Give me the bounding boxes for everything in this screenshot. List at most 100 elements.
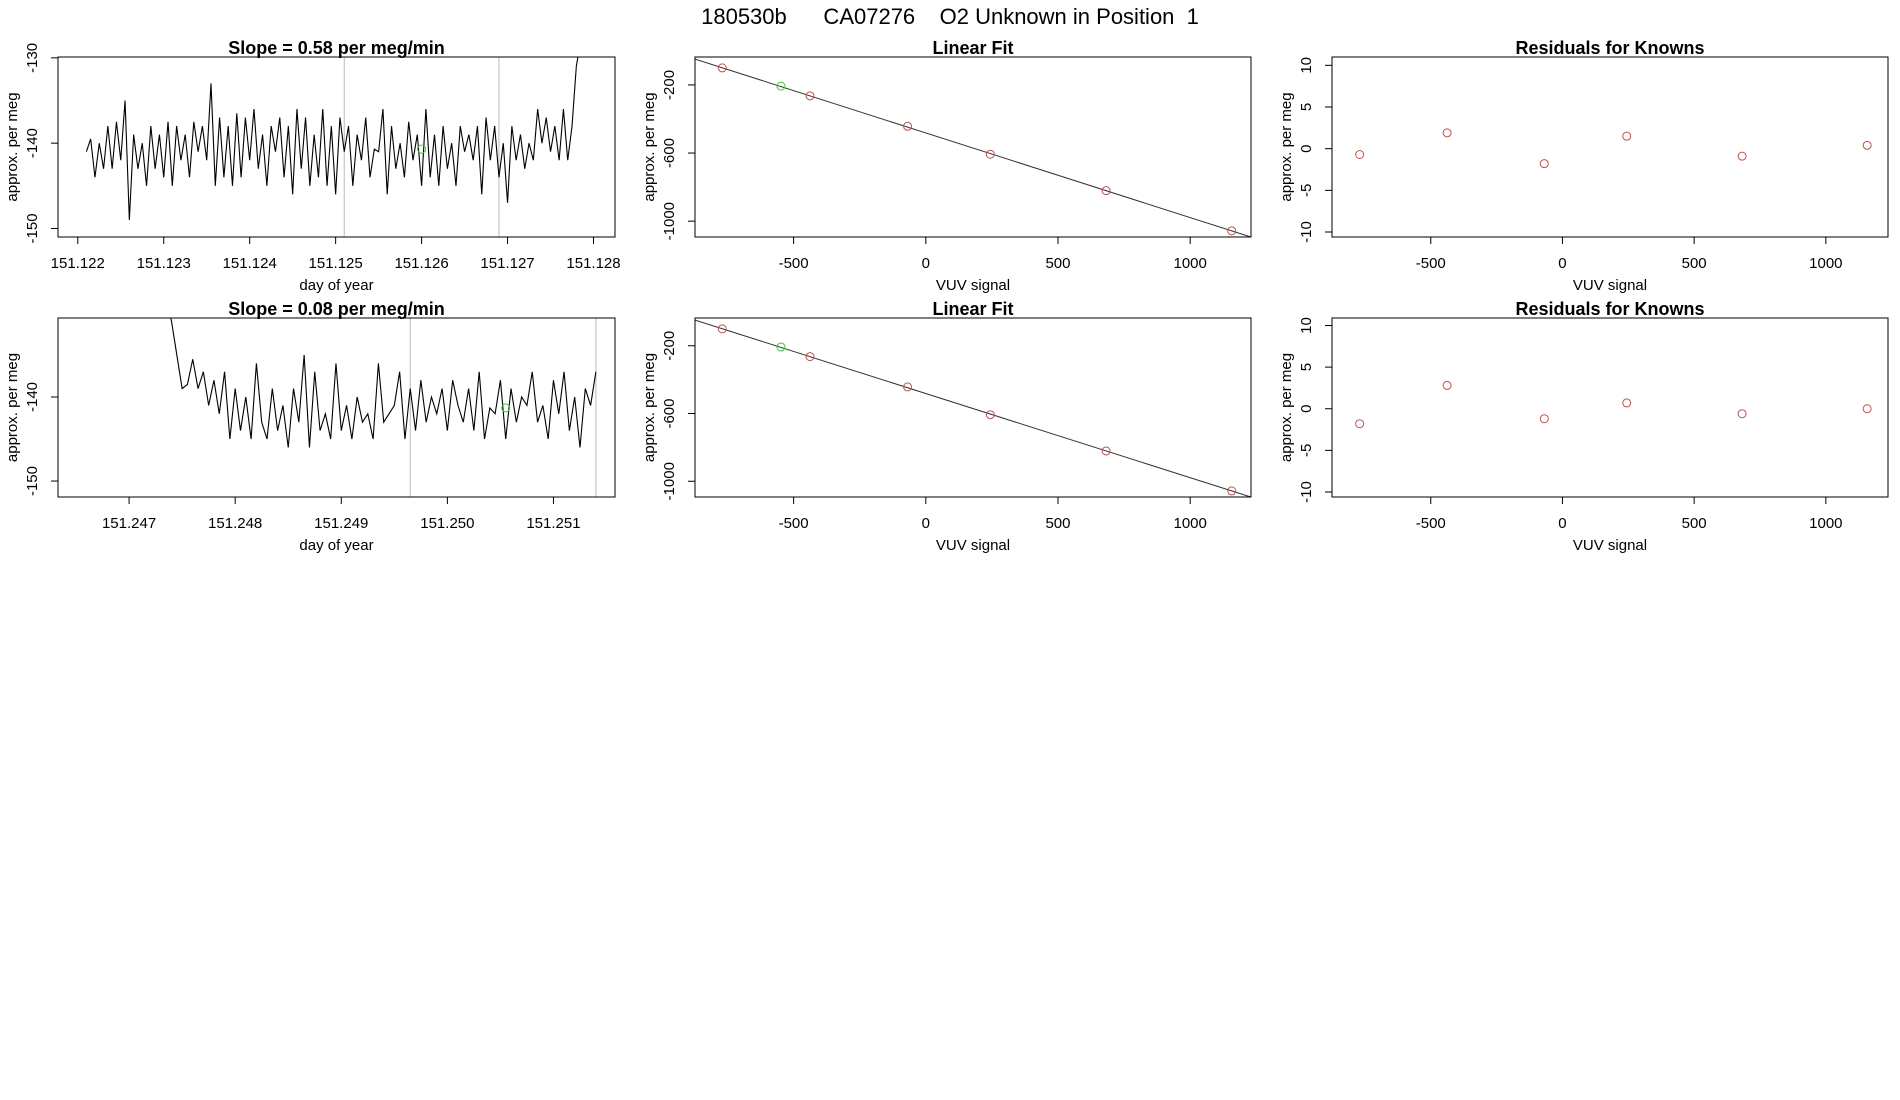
x-tick-label: 0 <box>922 255 930 272</box>
y-tick-label: -130 <box>24 43 41 73</box>
x-tick-label: 1000 <box>1174 255 1207 272</box>
x-tick-label: 500 <box>1045 255 1070 272</box>
point <box>1355 419 1365 429</box>
point <box>1737 151 1747 161</box>
panel: Residuals for Knowns VUV signal approx. pe… <box>1278 38 1889 294</box>
y-tick-label: -1000 <box>661 202 678 240</box>
point <box>1442 128 1452 138</box>
point <box>903 382 913 392</box>
x-tick-label: 0 <box>1558 255 1566 272</box>
x-tick-label: 1000 <box>1809 515 1842 532</box>
panel: Slope = 0.58 per meg/min day of year appro… <box>4 38 621 294</box>
y-tick-label: -140 <box>24 128 41 158</box>
x-tick-label: 151.250 <box>420 515 474 532</box>
y-tick-label: -600 <box>661 398 678 428</box>
y-axis-label: approx. per meg <box>641 353 658 462</box>
x-axis-label: VUV signal <box>1573 537 1647 554</box>
y-tick-label: -600 <box>661 138 678 168</box>
point <box>1737 409 1747 419</box>
point <box>805 91 815 101</box>
y-tick-label: -5 <box>1298 184 1315 197</box>
x-tick-label: 151.247 <box>102 515 156 532</box>
panel-title: Residuals for Knowns <box>1515 299 1704 319</box>
x-tick-label: 151.126 <box>394 255 448 272</box>
y-tick-label: -5 <box>1298 444 1315 457</box>
x-tick-label: 151.123 <box>137 255 191 272</box>
panel-title: Linear Fit <box>932 299 1013 319</box>
plot-frame <box>694 317 1252 498</box>
x-tick-label: 500 <box>1682 515 1707 532</box>
x-tick-label: 0 <box>1558 515 1566 532</box>
y-tick-label: -10 <box>1298 481 1315 503</box>
x-tick-label: 151.122 <box>51 255 105 272</box>
x-tick-label: 151.128 <box>566 255 620 272</box>
y-tick-label: -10 <box>1298 221 1315 243</box>
point <box>1862 404 1872 414</box>
point <box>1101 186 1111 196</box>
point <box>1539 159 1549 169</box>
point <box>1355 150 1365 159</box>
point <box>776 81 786 91</box>
plot-area <box>695 319 1251 497</box>
x-tick-label: 0 <box>922 515 930 532</box>
point <box>903 121 913 131</box>
point <box>1227 226 1237 236</box>
panel-title: Slope = 0.08 per meg/min <box>228 299 445 319</box>
point <box>1862 140 1872 150</box>
panel-title: Slope = 0.58 per meg/min <box>228 38 445 58</box>
x-tick-label: 151.124 <box>223 255 277 272</box>
point <box>717 324 727 334</box>
x-tick-label: 151.251 <box>526 515 580 532</box>
panel-title: Linear Fit <box>932 38 1013 58</box>
main-title: 180530b CA07276 O2 Unknown in Position 1 <box>701 4 1199 29</box>
point <box>1101 446 1111 456</box>
x-tick-label: 151.249 <box>314 515 368 532</box>
panel: Residuals for Knowns VUV signal approx. pe… <box>1278 299 1889 554</box>
y-tick-label: 5 <box>1298 103 1315 111</box>
fit-line <box>695 319 1251 497</box>
x-tick-label: 151.127 <box>480 255 534 272</box>
x-axis-label: VUV signal <box>1573 277 1647 294</box>
y-tick-label: 10 <box>1298 317 1315 334</box>
data-line <box>170 318 597 448</box>
x-tick-label: 500 <box>1045 515 1070 532</box>
panel-title: Residuals for Knowns <box>1515 38 1704 58</box>
plot-area <box>695 58 1251 237</box>
plot-area <box>170 318 597 497</box>
plot-frame <box>1331 317 1889 498</box>
x-axis-label: VUV signal <box>936 537 1010 554</box>
y-axis-label: approx. per meg <box>1278 92 1295 201</box>
plot-frame <box>57 56 616 238</box>
point <box>1622 398 1632 408</box>
y-axis-label: approx. per meg <box>4 353 21 462</box>
x-tick-label: 1000 <box>1809 255 1842 272</box>
y-tick-label: -150 <box>24 213 41 243</box>
y-tick-label: -1000 <box>661 462 678 500</box>
plot-area <box>1355 380 1872 429</box>
fit-line <box>695 58 1251 237</box>
x-tick-label: -500 <box>779 255 809 272</box>
y-tick-label: -200 <box>661 70 678 100</box>
panel: Slope = 0.08 per meg/min day of year appro… <box>4 299 616 554</box>
y-tick-label: 0 <box>1298 144 1315 152</box>
x-tick-label: -500 <box>779 515 809 532</box>
x-tick-label: 500 <box>1682 255 1707 272</box>
point <box>805 352 815 362</box>
y-axis-label: approx. per meg <box>4 92 21 201</box>
x-tick-label: 151.125 <box>309 255 363 272</box>
y-tick-label: -200 <box>661 331 678 361</box>
y-tick-label: 10 <box>1298 57 1315 74</box>
point <box>717 63 727 73</box>
plot-frame <box>694 56 1252 238</box>
point <box>417 144 427 154</box>
data-line <box>85 57 579 220</box>
panel: Linear Fit VUV signal approx. per meg -500 0… <box>641 38 1252 294</box>
panel: Linear Fit VUV signal approx. per meg -500 0… <box>641 299 1252 554</box>
point <box>501 403 511 413</box>
plot-frame <box>1331 56 1889 238</box>
point <box>1622 131 1632 141</box>
plot-area <box>1355 128 1872 169</box>
y-axis-label: approx. per meg <box>641 92 658 201</box>
